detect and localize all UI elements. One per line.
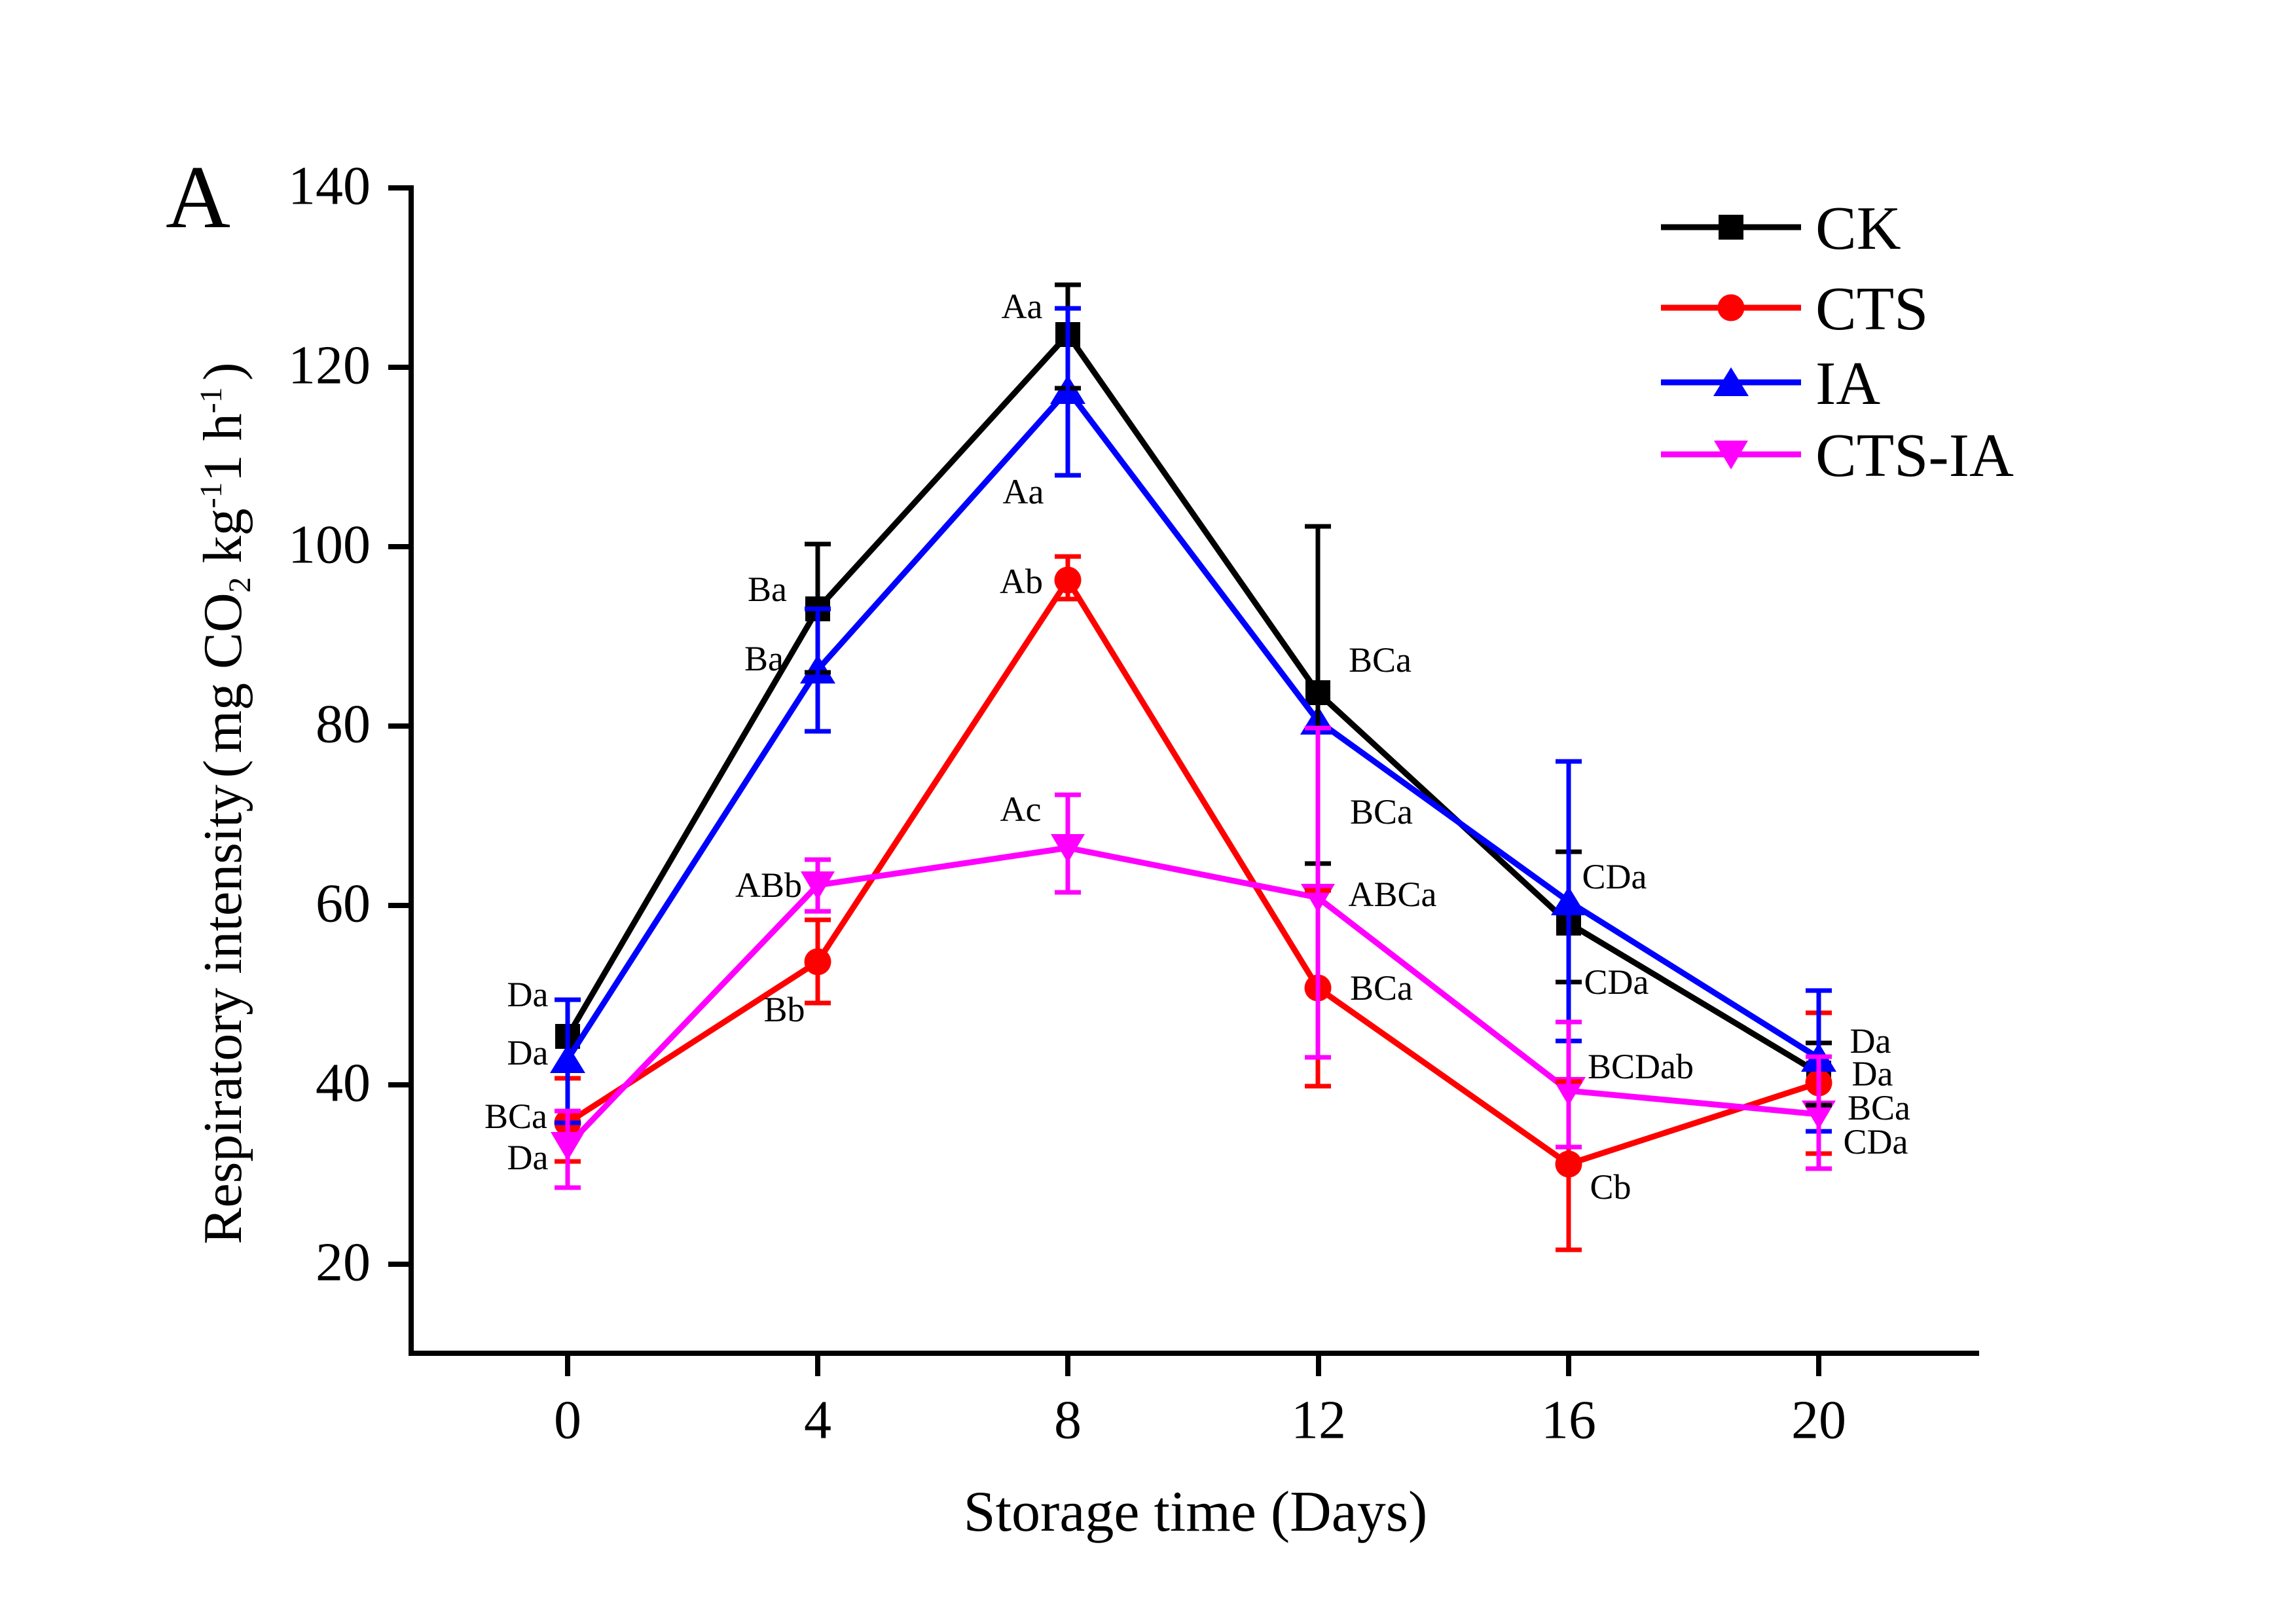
svg-text:Ab: Ab bbox=[1000, 562, 1043, 601]
svg-text:BCa: BCa bbox=[1350, 968, 1413, 1008]
svg-text:ABb: ABb bbox=[735, 866, 802, 905]
svg-text:12: 12 bbox=[1291, 1390, 1346, 1451]
svg-text:60: 60 bbox=[316, 873, 371, 934]
svg-text:120: 120 bbox=[288, 335, 371, 396]
svg-text:Cb: Cb bbox=[1590, 1167, 1631, 1207]
svg-text:BCDab: BCDab bbox=[1588, 1047, 1694, 1086]
svg-text:4: 4 bbox=[804, 1390, 831, 1451]
svg-text:CDa: CDa bbox=[1844, 1122, 1908, 1161]
svg-text:BCa: BCa bbox=[1349, 640, 1412, 680]
svg-text:20: 20 bbox=[1791, 1390, 1846, 1451]
svg-text:Da: Da bbox=[507, 1138, 549, 1177]
svg-text:Aa: Aa bbox=[1003, 472, 1044, 511]
svg-text:Da: Da bbox=[507, 975, 549, 1014]
svg-text:Bb: Bb bbox=[763, 990, 805, 1029]
svg-text:IA: IA bbox=[1815, 350, 1880, 418]
svg-text:Respiratory intensity(mg CO2 k: Respiratory intensity(mg CO2 kg-11 h-1) bbox=[192, 362, 257, 1244]
svg-text:Da: Da bbox=[1852, 1054, 1893, 1093]
svg-text:40: 40 bbox=[316, 1053, 371, 1114]
svg-text:Ac: Ac bbox=[1000, 790, 1042, 829]
svg-text:CK: CK bbox=[1815, 194, 1901, 263]
svg-text:BCa: BCa bbox=[1350, 792, 1413, 831]
svg-text:BCa: BCa bbox=[1848, 1088, 1910, 1127]
svg-text:CTS: CTS bbox=[1815, 275, 1928, 343]
svg-text:CDa: CDa bbox=[1582, 857, 1647, 896]
svg-text:140: 140 bbox=[288, 156, 371, 217]
svg-text:CTS-IA: CTS-IA bbox=[1815, 422, 2014, 490]
svg-text:8: 8 bbox=[1054, 1390, 1082, 1451]
svg-text:Storage time (Days): Storage time (Days) bbox=[964, 1480, 1428, 1544]
svg-text:16: 16 bbox=[1541, 1390, 1596, 1451]
svg-text:A: A bbox=[166, 147, 230, 247]
svg-text:Da: Da bbox=[1850, 1021, 1891, 1061]
svg-text:ABCa: ABCa bbox=[1349, 875, 1437, 914]
svg-text:0: 0 bbox=[554, 1390, 581, 1451]
svg-text:Ba: Ba bbox=[748, 570, 787, 609]
svg-text:CDa: CDa bbox=[1584, 962, 1649, 1002]
svg-text:100: 100 bbox=[288, 515, 371, 575]
svg-text:80: 80 bbox=[316, 694, 371, 755]
svg-text:Aa: Aa bbox=[1002, 287, 1043, 326]
svg-text:20: 20 bbox=[316, 1232, 371, 1293]
svg-text:BCa: BCa bbox=[484, 1097, 547, 1136]
svg-text:Da: Da bbox=[507, 1033, 549, 1072]
svg-text:Ba: Ba bbox=[744, 639, 784, 678]
